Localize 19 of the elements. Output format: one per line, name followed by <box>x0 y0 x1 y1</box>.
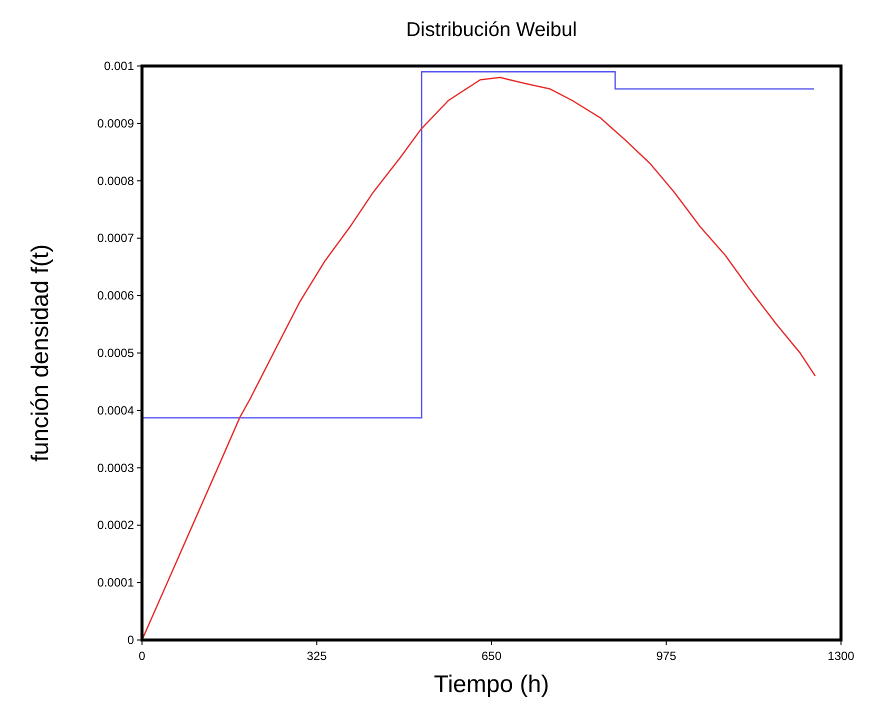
y-tick-label: 0.0002 <box>97 518 134 532</box>
x-tick-label: 0 <box>138 649 146 663</box>
x-tick-label: 975 <box>656 649 677 663</box>
y-tick-label: 0.0007 <box>97 231 134 246</box>
y-tick-label: 0.0004 <box>97 403 134 418</box>
x-tick-label: 1300 <box>828 649 855 663</box>
y-tick-label: 0.0003 <box>97 460 134 475</box>
y-tick-label: 0.0001 <box>97 576 134 590</box>
y-tick-label: 0.0006 <box>97 288 134 303</box>
x-tick-label: 650 <box>481 649 502 663</box>
chart-title: Distribución Weibul <box>406 19 577 41</box>
y-tick-label: 0.0008 <box>97 174 134 188</box>
y-tick-label: 0.0009 <box>97 116 134 130</box>
y-tick-label: 0.0005 <box>97 346 134 360</box>
x-axis-title: Tiempo (h) <box>434 671 550 698</box>
y-tick-label: 0 <box>127 633 134 647</box>
y-tick-label: 0.001 <box>104 59 134 73</box>
x-tick-label: 325 <box>306 649 328 663</box>
y-axis-title: función densidad f(t) <box>27 244 54 462</box>
